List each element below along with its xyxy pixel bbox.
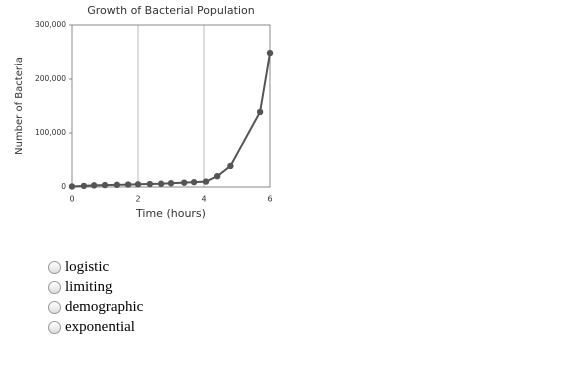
- data-point: [113, 181, 121, 189]
- data-point: [214, 173, 221, 180]
- data-point: [90, 182, 98, 189]
- data-point: [134, 181, 142, 188]
- data-point: [157, 180, 165, 187]
- chart-title: Growth of Bacterial Population: [87, 4, 255, 17]
- option-label[interactable]: exponential: [65, 318, 135, 335]
- plot-frame: [71, 24, 271, 188]
- data-point: [181, 179, 188, 186]
- radio-button[interactable]: [48, 280, 61, 294]
- options: logistic limiting demographic exponential: [48, 257, 143, 337]
- x-axis-label: Time (hours): [135, 207, 206, 220]
- data-point: [167, 180, 175, 187]
- data-point: [227, 162, 234, 170]
- x-tick-label: 6: [267, 195, 272, 204]
- y-tick-label: 200,000: [35, 74, 66, 83]
- radio-option[interactable]: exponential: [48, 317, 143, 337]
- radio-option[interactable]: demographic: [48, 297, 143, 317]
- radio-button[interactable]: [48, 260, 61, 274]
- radio-option[interactable]: limiting: [48, 277, 143, 297]
- data-point: [80, 182, 88, 190]
- radio-button[interactable]: [48, 300, 61, 314]
- data-point: [146, 180, 154, 188]
- option-label[interactable]: demographic: [65, 298, 144, 315]
- data-point: [266, 49, 274, 57]
- x-tick-label: 0: [69, 195, 74, 204]
- data-point: [202, 178, 210, 185]
- y-axis-label: Number of Bacteria: [14, 57, 25, 155]
- x-tick-label: 4: [201, 195, 206, 204]
- data-point: [190, 178, 198, 186]
- data-point: [68, 183, 76, 190]
- line: [71, 52, 271, 188]
- data-point: [124, 181, 132, 188]
- y-tick-label: 300,000: [35, 20, 66, 29]
- data-point: [101, 181, 109, 189]
- option-label[interactable]: limiting: [65, 278, 113, 295]
- data-point: [256, 108, 264, 116]
- x-tick-label: 2: [135, 195, 140, 204]
- y-tick-label: 0: [61, 182, 66, 191]
- chart: Growth of Bacterial Population Time (hou…: [14, 4, 274, 220]
- radio-button[interactable]: [48, 320, 61, 334]
- y-tick-label: 100,000: [35, 128, 66, 137]
- radio-option[interactable]: logistic: [48, 257, 143, 277]
- option-label[interactable]: logistic: [65, 258, 110, 275]
